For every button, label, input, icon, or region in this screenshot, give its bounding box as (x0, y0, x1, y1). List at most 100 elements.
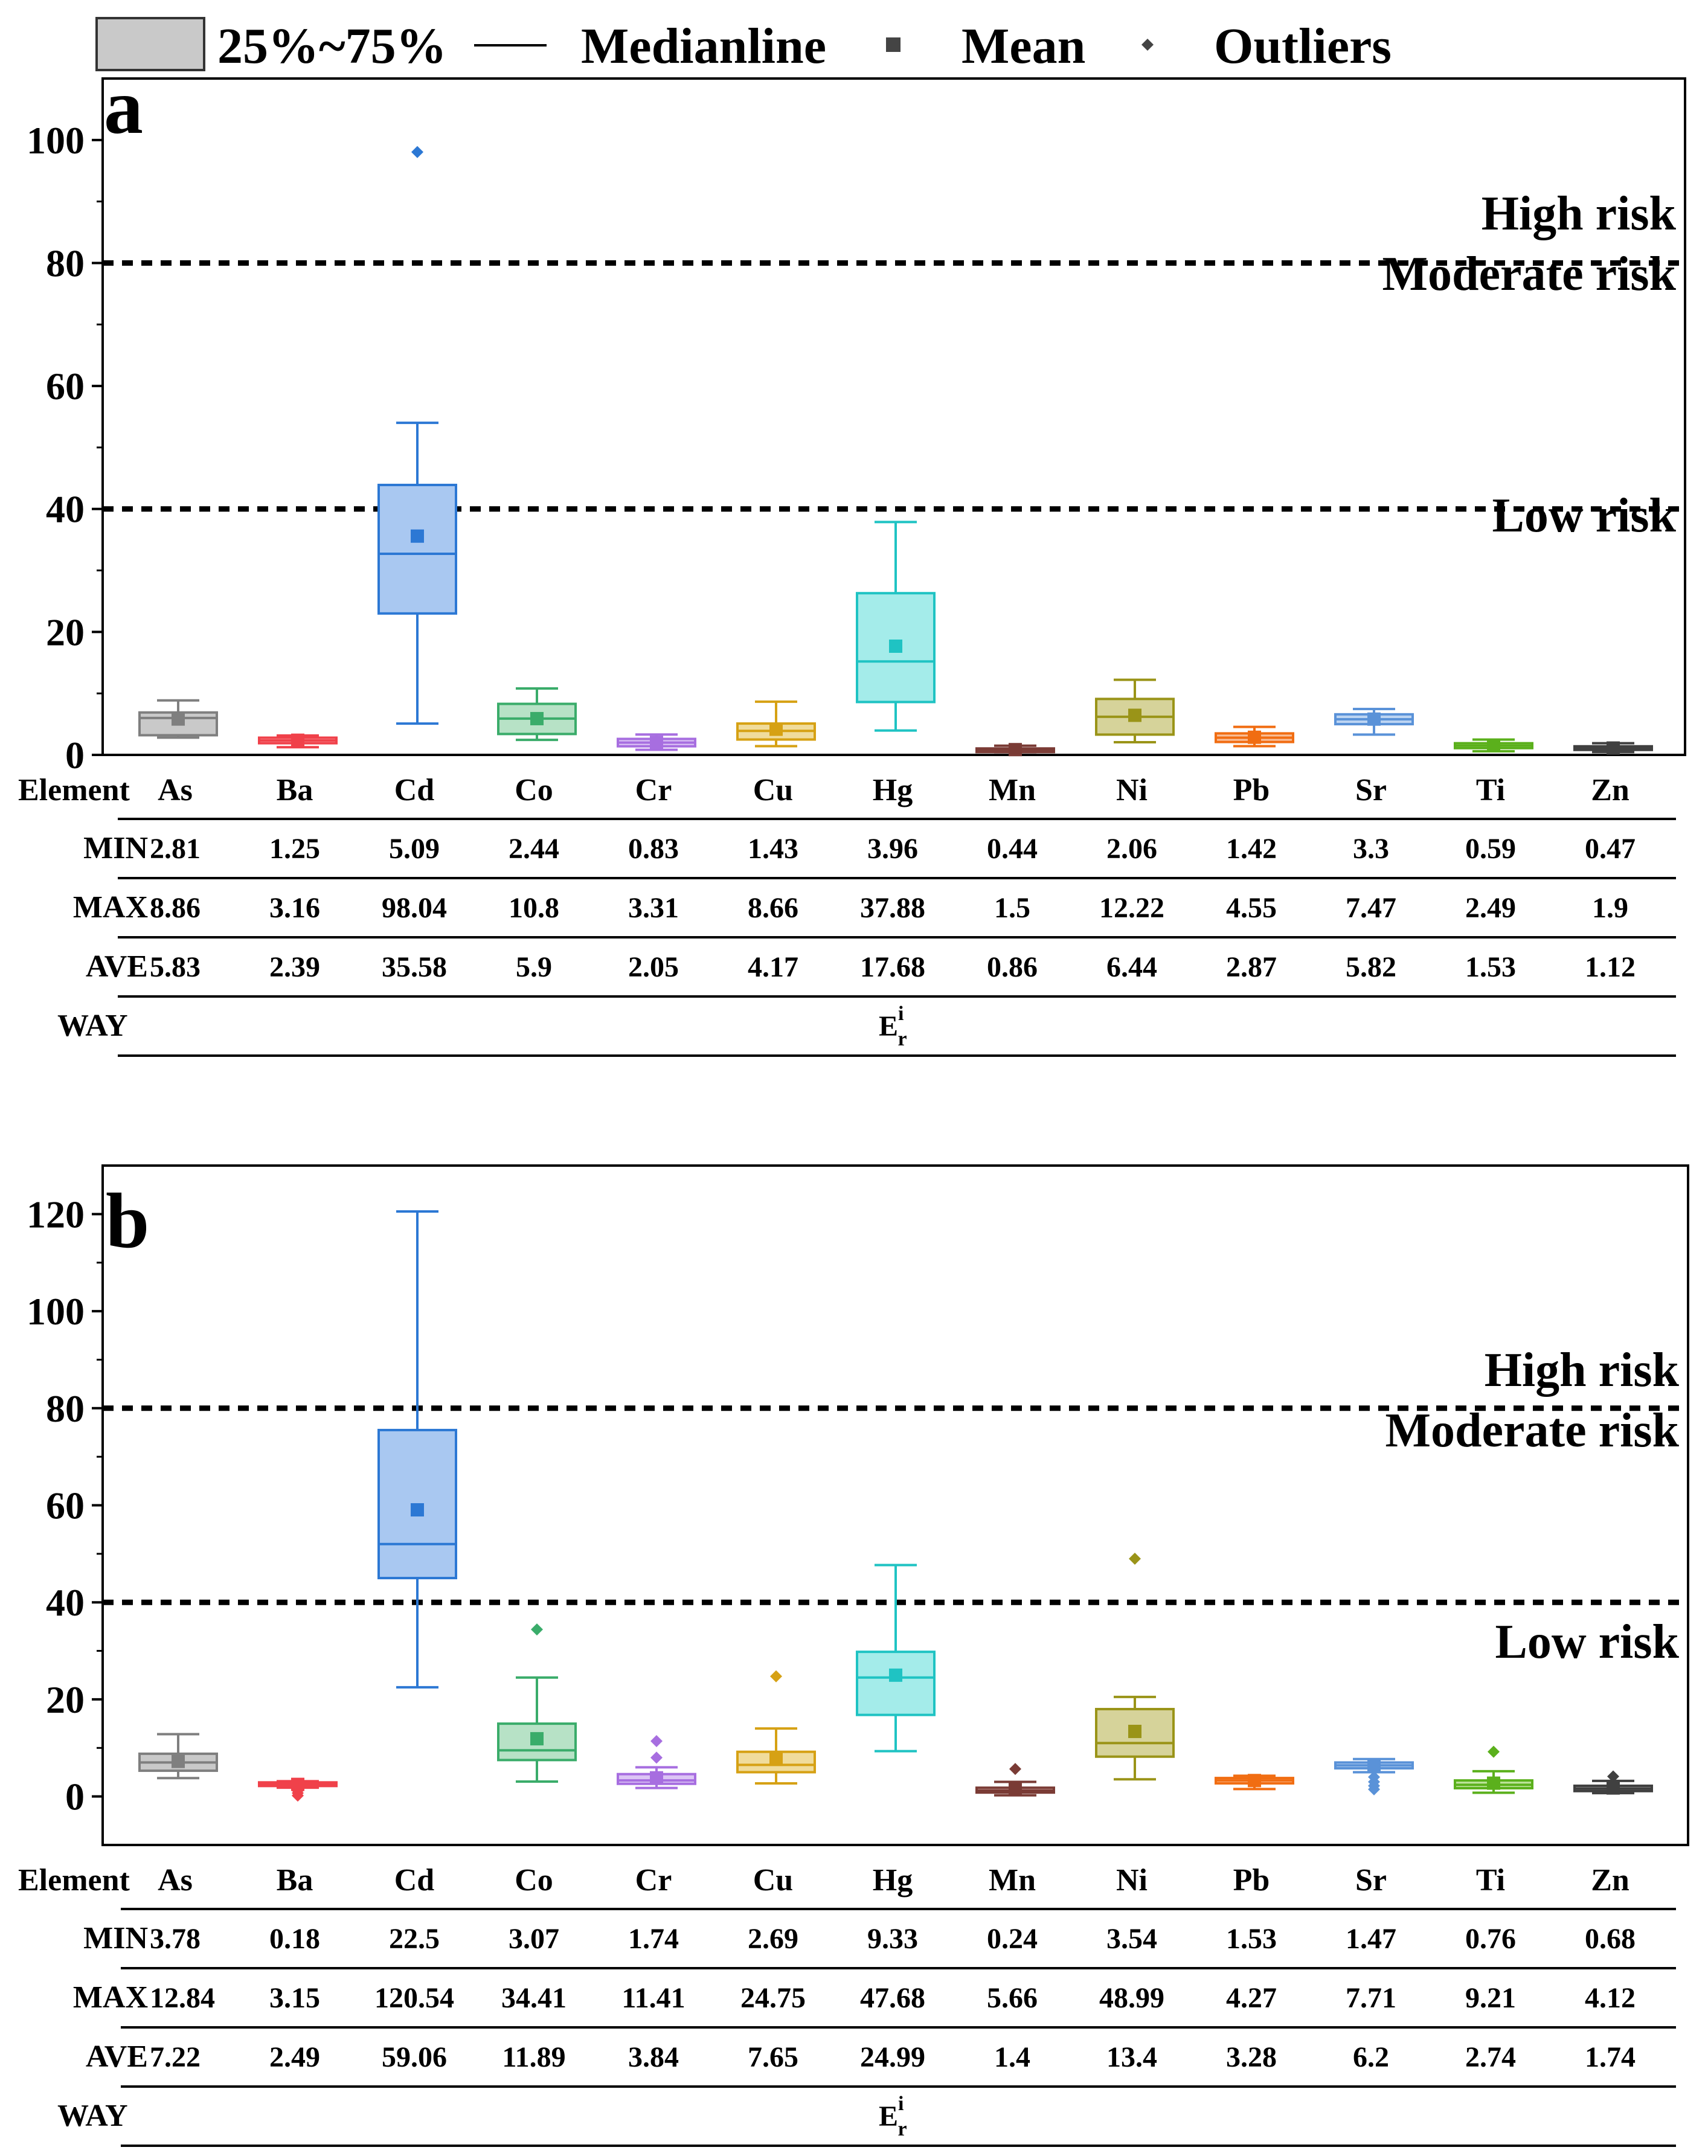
table-cell-ave: 3.28 (1226, 2041, 1277, 2073)
table-cell-max: 3.15 (269, 1982, 320, 2014)
table-cell-max: 8.66 (748, 892, 798, 924)
box-pb (1215, 725, 1294, 748)
box-ni (1095, 1552, 1175, 1781)
table-cell-ave: 17.68 (860, 951, 925, 983)
table-cell-min: 1.74 (628, 1923, 679, 1955)
table-element-name: Ni (1116, 773, 1148, 807)
table-cell-ave: 0.86 (987, 951, 1038, 983)
table-cell-max: 3.16 (269, 892, 320, 924)
mean-marker (1009, 743, 1022, 757)
low-risk-label: Low risk (1495, 1615, 1680, 1669)
y-tick-label: 40 (46, 1581, 85, 1624)
box-cd (377, 1210, 457, 1689)
table-cell-min: 1.42 (1226, 833, 1277, 865)
outlier-marker (650, 1751, 663, 1764)
table-element-name: Ba (277, 1863, 313, 1898)
table-cell-max: 12.22 (1099, 892, 1164, 924)
table-cell-ave: 2.05 (628, 951, 679, 983)
mean-marker (769, 722, 783, 736)
box-ti (1454, 738, 1533, 752)
mean-marker (1009, 1783, 1022, 1797)
table-cell-max: 11.41 (621, 1982, 685, 2014)
box-co (497, 1623, 577, 1783)
box-zn (1573, 1770, 1653, 1795)
table-cell-max: 8.86 (150, 892, 201, 924)
table-row-label-ave: AVE (86, 949, 148, 984)
table-row-label-min: MIN (83, 831, 148, 865)
box-co (497, 687, 577, 742)
outlier-marker (1009, 1763, 1021, 1776)
mean-marker (291, 733, 304, 747)
table-cell-max: 4.55 (1226, 892, 1277, 924)
table-element-name: Ti (1476, 773, 1505, 807)
table-cell-max: 47.68 (860, 1982, 925, 2014)
box-cu (736, 700, 816, 748)
mean-marker (769, 1753, 783, 1766)
table-cell-ave: 2.74 (1465, 2041, 1516, 2073)
table-element-name: As (158, 1863, 193, 1898)
plot-frame (101, 77, 1686, 756)
table-element-name: Co (515, 1863, 553, 1898)
table-row-label-max: MAX (73, 890, 148, 925)
mean-marker (172, 1754, 185, 1768)
iqr-box (856, 1651, 936, 1716)
y-tick-label: 100 (27, 1290, 85, 1333)
table-cell-ave: 6.2 (1353, 2041, 1389, 2073)
table-cell-max: 37.88 (860, 892, 925, 924)
table-element-name: Pb (1233, 773, 1270, 807)
box-sr (1334, 707, 1414, 736)
mean-marker (530, 1732, 544, 1746)
outlier-marker (411, 146, 423, 158)
table-cell-ave: 1.12 (1585, 951, 1636, 983)
table-cell-max: 7.71 (1346, 1982, 1396, 2014)
mean-marker (411, 529, 424, 543)
table-cell-ave: 11.89 (502, 2041, 565, 2073)
table-cell-ave: 59.06 (382, 2041, 447, 2073)
box-pb (1215, 1774, 1294, 1791)
table-cell-min: 0.83 (628, 833, 679, 865)
box-ba (258, 1777, 338, 1802)
table-cell-max: 1.9 (1592, 892, 1628, 924)
table-cell-min: 0.18 (269, 1923, 320, 1955)
table-cell-min: 3.96 (867, 833, 918, 865)
outlier-marker (770, 1670, 782, 1683)
mean-marker (1367, 1759, 1381, 1773)
mean-marker (1367, 712, 1381, 726)
table-cell-min: 2.06 (1106, 833, 1157, 865)
table-cell-min: 2.69 (748, 1923, 798, 1955)
table-cell-max: 9.21 (1465, 1982, 1516, 2014)
box-mn (975, 1763, 1055, 1797)
table-cell-max: 12.84 (150, 1982, 215, 2014)
iqr-box (377, 484, 457, 615)
box-as (138, 1733, 218, 1780)
table-cell-max: 34.41 (501, 1982, 567, 2014)
high-risk-label: High risk (1482, 187, 1677, 240)
table-cell-ave: 3.84 (628, 2041, 679, 2073)
outlier-marker (1607, 1770, 1619, 1783)
table-cell-ave: 4.17 (748, 951, 798, 983)
table-element-name: Pb (1233, 1863, 1270, 1898)
table-cell-min: 2.44 (509, 833, 559, 865)
table-element-name: Ni (1116, 1863, 1148, 1898)
moderate-risk-label: Moderate risk (1385, 1404, 1679, 1457)
table-element-name: Sr (1355, 1863, 1387, 1898)
mean-marker (1128, 708, 1141, 722)
mean-marker (1487, 739, 1500, 752)
outlier-marker (292, 1789, 304, 1802)
mean-marker (1607, 741, 1620, 755)
legend-mean-swatch (886, 37, 901, 52)
table-element-name: Mn (989, 1863, 1036, 1898)
table-element-name: Cd (394, 1863, 435, 1898)
outlier-marker (1488, 1745, 1500, 1758)
table-cell-min: 5.09 (389, 833, 440, 865)
legend-outlier-swatch (1141, 39, 1154, 51)
y-tick-label: 0 (65, 734, 85, 777)
table-cell-min: 0.76 (1465, 1923, 1516, 1955)
mean-marker (1607, 1781, 1620, 1795)
panel-a: 0 20 40 60 80 100 a High risk Moderate risk Low r… (18, 63, 1686, 1057)
table-way-value: Ei r (879, 1003, 907, 1050)
table-cell-max: 2.49 (1465, 892, 1516, 924)
table-cell-ave: 2.39 (269, 951, 320, 983)
y-tick-label: 20 (46, 611, 85, 653)
